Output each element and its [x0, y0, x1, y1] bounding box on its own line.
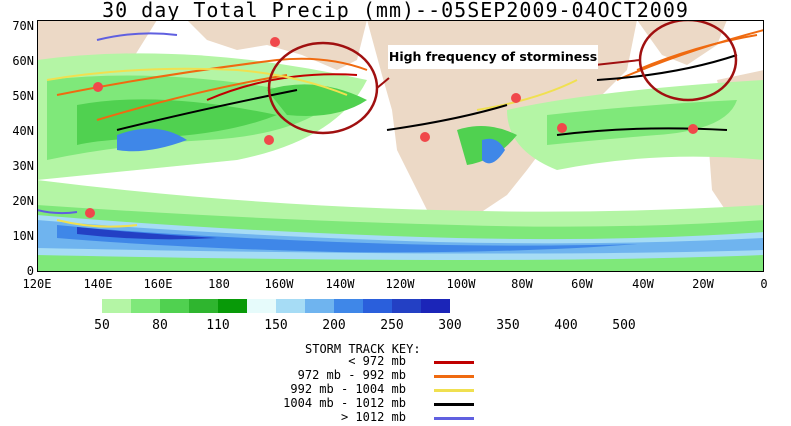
y-label-40n: 40N [12, 124, 34, 138]
x-label-120e: 120E [22, 277, 52, 291]
colorbar-label-80: 80 [152, 318, 168, 333]
storm-key-title: STORM TRACK KEY: [305, 342, 421, 356]
colorbar-label-200: 200 [322, 318, 346, 333]
x-label-60w: 60W [571, 277, 593, 291]
x-label-160e: 160E [143, 277, 173, 291]
colorbar-label-300: 300 [438, 318, 462, 333]
y-label-50n: 50N [12, 89, 34, 103]
colorbar-swatch [189, 299, 218, 313]
y-label-70n: 70N [12, 19, 34, 33]
x-label-40w: 40W [632, 277, 654, 291]
colorbar-swatch [131, 299, 160, 313]
land-greenland [637, 20, 727, 65]
y-label-0: 0 [26, 264, 34, 278]
storminess-annotation: High frequency of storminess [388, 45, 598, 69]
x-label-20w: 20W [692, 277, 714, 291]
x-label-0: 0 [760, 277, 768, 291]
colorbar-swatch [102, 299, 131, 313]
colorbar-swatch [421, 299, 450, 313]
precip-map [37, 20, 764, 272]
colorbar-label-350: 350 [496, 318, 520, 333]
storm-key-line-4 [434, 403, 474, 406]
storm-key-label-2: 972 mb - 992 mb [297, 368, 406, 382]
map-title: 30 day Total Precip (mm)--05SEP2009-04OC… [102, 0, 689, 22]
colorbar-swatch [276, 299, 305, 313]
storm-key-label-4: 1004 mb - 1012 mb [283, 396, 406, 410]
x-label-120w: 120W [385, 277, 415, 291]
storm-key-line-5 [434, 417, 474, 420]
colorbar-label-400: 400 [554, 318, 578, 333]
land-north-america [367, 20, 637, 225]
storm-markers [85, 37, 698, 218]
colorbar-label-150: 150 [264, 318, 288, 333]
y-label-20n: 20N [12, 194, 34, 208]
colorbar-swatch [247, 299, 276, 313]
y-label-10n: 10N [12, 229, 34, 243]
precip-fields [37, 53, 764, 272]
storm-key-line-2 [434, 375, 474, 378]
colorbar-swatch [392, 299, 421, 313]
storm-key-line-3 [434, 389, 474, 392]
x-label-80w: 80W [511, 277, 533, 291]
colorbar-label-500: 500 [612, 318, 636, 333]
y-label-30n: 30N [12, 159, 34, 173]
storm-key-label-1: < 972 mb [348, 354, 406, 368]
colorbar-label-110: 110 [206, 318, 230, 333]
colorbar-swatch [160, 299, 189, 313]
x-label-140w: 140W [325, 277, 355, 291]
storm-key-label-3: 992 mb - 1004 mb [290, 382, 406, 396]
colorbar-label-250: 250 [380, 318, 404, 333]
x-label-140e: 140E [83, 277, 113, 291]
x-label-180: 180 [208, 277, 230, 291]
storm-key-label-5: > 1012 mb [340, 410, 406, 424]
colorbar-swatch [334, 299, 363, 313]
storm-key-line-1 [434, 361, 474, 364]
x-label-100w: 100W [446, 277, 476, 291]
colorbar-swatch [305, 299, 334, 313]
x-label-160w: 160W [264, 277, 294, 291]
colorbar-swatch [218, 299, 247, 313]
colorbar-swatch [363, 299, 392, 313]
storm-tracks [37, 29, 764, 228]
colorbar-label-50: 50 [94, 318, 110, 333]
y-label-60n: 60N [12, 54, 34, 68]
